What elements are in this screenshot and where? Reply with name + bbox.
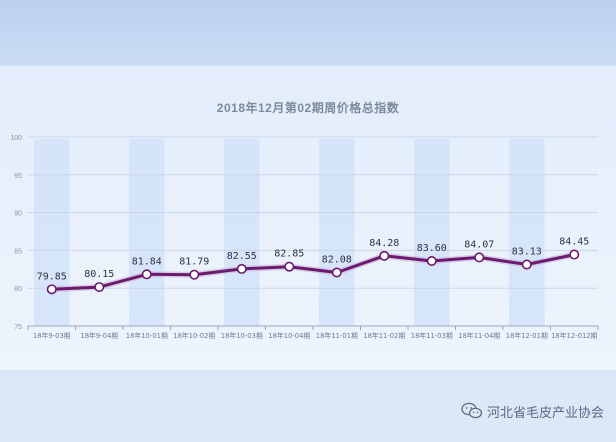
- column-band: [509, 139, 545, 326]
- x-tick-labels: 18年9-03期 18年9-04期 18年10-01期 18年10-02期 18年10-…: [33, 331, 598, 340]
- watermark-text: 河北省毛皮产业协会: [486, 405, 604, 421]
- series-line: [51, 253, 575, 291]
- data-point: [569, 249, 580, 260]
- data-point: [141, 269, 152, 280]
- x-tick-label: 18年11-03期: [411, 331, 453, 340]
- data-label: 84.45: [559, 237, 589, 248]
- x-tick-label: 18年10-01期: [126, 331, 168, 340]
- column-band: [129, 139, 165, 326]
- data-point: [379, 250, 390, 261]
- data-label: 84.07: [464, 239, 494, 250]
- data-point: [474, 252, 485, 263]
- x-tick-label: 18年12-012期: [551, 331, 598, 340]
- data-point: [521, 259, 532, 270]
- grid-lines: [27, 136, 599, 330]
- y-tick-label: 95: [14, 173, 22, 180]
- data-label: 80.15: [84, 269, 114, 280]
- data-label: 82.08: [322, 254, 352, 265]
- y-tick-label: 90: [14, 211, 22, 218]
- y-tick-label: 100: [10, 135, 22, 142]
- data-point: [189, 269, 200, 280]
- data-point: [331, 267, 342, 278]
- wechat-icon: [461, 402, 483, 419]
- x-tick-label: 18年10-04期: [268, 331, 310, 340]
- x-tick-label: 18年11-01期: [316, 331, 358, 340]
- column-band: [319, 139, 355, 326]
- x-tick-label: 18年11-04期: [458, 331, 500, 340]
- data-point: [236, 263, 247, 274]
- data-label: 83.13: [512, 247, 542, 258]
- data-labels: 79.85 80.15 81.84 81.79 82.55 82.85 82.08 84.28…: [37, 237, 590, 283]
- chart-title: 2018年12月第02期周价格总指数: [216, 101, 400, 115]
- data-point: [46, 284, 57, 295]
- data-label: 83.60: [417, 243, 447, 254]
- data-label: 81.84: [132, 256, 162, 267]
- column-band: [224, 139, 260, 326]
- column-band: [414, 139, 450, 326]
- y-tick-label: 85: [14, 248, 22, 255]
- x-tick-label: 18年9-04期: [80, 331, 118, 340]
- x-tick-label: 18年10-02期: [173, 331, 215, 340]
- data-label: 82.55: [227, 251, 257, 262]
- y-tick-label: 80: [14, 286, 22, 293]
- data-point: [94, 282, 105, 293]
- x-tick-label: 18年11-02期: [363, 331, 405, 340]
- data-label: 84.28: [369, 238, 399, 249]
- data-point: [284, 261, 295, 272]
- column-bands: [34, 139, 545, 326]
- data-markers: [46, 249, 580, 295]
- watermark: 河北省毛皮产业协会: [461, 400, 604, 422]
- x-tick-label: 18年10-03期: [221, 331, 263, 340]
- y-tick-label: 75: [14, 324, 22, 331]
- header-band: [0, 0, 616, 66]
- x-tick-label: 18年9-03期: [33, 331, 71, 340]
- y-tick-labels: 75 80 85 90 95 100: [10, 135, 22, 331]
- series-line: [51, 251, 575, 293]
- data-point: [426, 255, 437, 266]
- data-label: 79.85: [37, 271, 67, 282]
- column-band: [34, 139, 70, 326]
- data-label: 81.79: [179, 257, 209, 268]
- x-tick-label: 18年12-01期: [506, 331, 548, 340]
- data-label: 82.85: [274, 249, 304, 260]
